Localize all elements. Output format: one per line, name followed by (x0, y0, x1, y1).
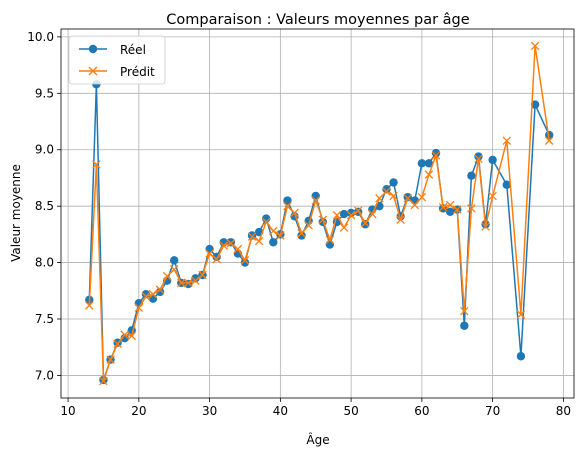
data-point-reel (517, 352, 525, 360)
data-point-predit (425, 171, 433, 179)
data-point-reel (312, 192, 320, 200)
series-line-predit (89, 46, 549, 381)
y-tick-label: 8.5 (35, 199, 54, 213)
x-tick-label: 30 (202, 404, 217, 418)
y-tick-label: 8.0 (35, 256, 54, 270)
data-point-reel (389, 178, 397, 186)
x-tick-label: 20 (131, 404, 146, 418)
x-tick-label: 60 (414, 404, 429, 418)
data-point-reel (269, 238, 277, 246)
data-point-reel (205, 245, 213, 253)
x-tick-label: 70 (485, 404, 500, 418)
y-axis-label: Valeur moyenne (9, 164, 23, 262)
x-tick-label: 50 (343, 404, 358, 418)
data-point-reel (340, 210, 348, 218)
y-tick-label: 9.5 (35, 86, 54, 100)
x-tick-label: 40 (273, 404, 288, 418)
data-point-reel (460, 322, 468, 330)
y-tick-label: 7.5 (35, 312, 54, 326)
legend-label-predit: Prédit (120, 65, 155, 79)
data-point-reel (488, 156, 496, 164)
y-tick-label: 9.0 (35, 143, 54, 157)
data-point-reel (467, 171, 475, 179)
data-point-reel (170, 256, 178, 264)
y-tick-label: 10.0 (27, 30, 54, 44)
series-line-reel (89, 84, 549, 380)
data-point-reel (326, 240, 334, 248)
series-reel (85, 80, 553, 384)
data-point-predit (255, 237, 263, 245)
x-tick-label: 80 (556, 404, 571, 418)
x-tick-label: 10 (60, 404, 75, 418)
x-axis-label: Âge (306, 432, 329, 447)
legend: Réel Prédit (69, 36, 165, 84)
legend-marker-reel (89, 45, 97, 53)
y-tick-label: 7.0 (35, 368, 54, 382)
data-point-predit (340, 224, 348, 232)
chart-title: Comparaison : Valeurs moyennes par âge (166, 12, 469, 28)
data-point-reel (361, 220, 369, 228)
legend-label-reel: Réel (120, 43, 146, 57)
